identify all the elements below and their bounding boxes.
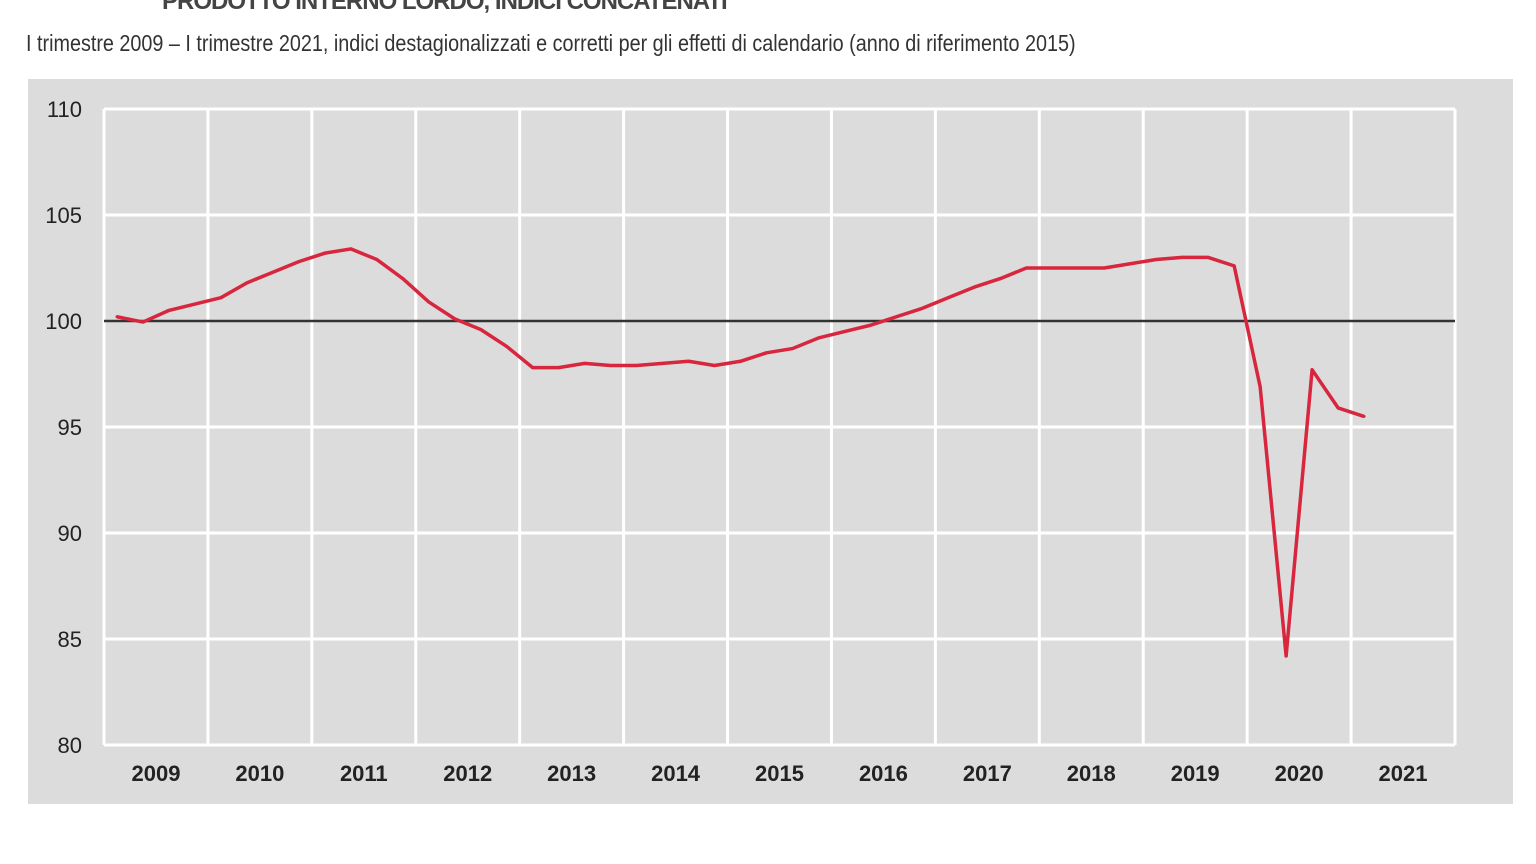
data-point <box>635 364 639 368</box>
data-point <box>816 336 820 340</box>
data-point <box>739 359 743 363</box>
y-tick-label: 85 <box>58 627 82 652</box>
data-point <box>1154 258 1158 262</box>
data-point <box>894 315 898 319</box>
x-tick-label: 2012 <box>443 761 492 786</box>
x-tick-label: 2013 <box>547 761 596 786</box>
data-point <box>453 317 457 321</box>
data-point <box>1128 262 1132 266</box>
data-point <box>1050 266 1054 270</box>
x-tick-label: 2021 <box>1379 761 1428 786</box>
data-point <box>1024 266 1028 270</box>
data-point <box>141 320 145 324</box>
data-point <box>661 361 665 365</box>
data-point <box>1076 266 1080 270</box>
data-point <box>790 347 794 351</box>
x-tick-label: 2011 <box>340 761 388 786</box>
y-tick-label: 100 <box>45 309 82 334</box>
data-point <box>946 296 950 300</box>
data-point <box>1180 255 1184 259</box>
data-point <box>1310 368 1314 372</box>
y-tick-label: 110 <box>47 97 82 122</box>
x-tick-label: 2010 <box>235 761 284 786</box>
data-point <box>219 296 223 300</box>
data-point <box>1336 406 1340 410</box>
x-tick-label: 2015 <box>755 761 804 786</box>
data-point <box>167 308 171 312</box>
x-tick-label: 2014 <box>651 761 701 786</box>
data-point <box>427 300 431 304</box>
data-point <box>557 366 561 370</box>
data-point <box>713 364 717 368</box>
data-point <box>998 277 1002 281</box>
data-point <box>349 247 353 251</box>
data-point <box>687 359 691 363</box>
plot-background <box>28 79 1513 804</box>
data-point <box>375 258 379 262</box>
data-point <box>1258 385 1262 389</box>
data-point <box>1232 264 1236 268</box>
data-point <box>868 323 872 327</box>
data-point <box>842 330 846 334</box>
x-tick-label: 2009 <box>131 761 180 786</box>
data-point <box>245 281 249 285</box>
data-point <box>972 285 976 289</box>
y-tick-label: 95 <box>58 415 82 440</box>
data-point <box>505 344 509 348</box>
data-point <box>1102 266 1106 270</box>
chart-title: PRODOTTO INTERNO LORDO, INDICI CONCATENA… <box>162 0 728 15</box>
data-point <box>1206 255 1210 259</box>
data-point <box>401 277 405 281</box>
y-tick-label: 90 <box>58 521 82 546</box>
data-point <box>583 361 587 365</box>
data-point <box>271 270 275 274</box>
y-tick-label: 80 <box>58 733 82 758</box>
chart-subtitle: I trimestre 2009 – I trimestre 2021, ind… <box>26 30 1076 56</box>
data-point <box>479 327 483 331</box>
x-tick-label: 2018 <box>1067 761 1116 786</box>
x-tick-label: 2017 <box>963 761 1012 786</box>
data-point <box>1362 414 1366 418</box>
data-point <box>115 315 119 319</box>
x-tick-label: 2016 <box>859 761 908 786</box>
data-point <box>193 302 197 306</box>
y-tick-label: 105 <box>45 203 82 228</box>
data-point <box>297 260 301 264</box>
data-point <box>920 306 924 310</box>
data-point <box>531 366 535 370</box>
data-point <box>1284 654 1288 658</box>
data-point <box>609 364 613 368</box>
data-point <box>323 251 327 255</box>
data-point <box>765 351 769 355</box>
x-tick-label: 2020 <box>1275 761 1324 786</box>
x-tick-label: 2019 <box>1171 761 1220 786</box>
